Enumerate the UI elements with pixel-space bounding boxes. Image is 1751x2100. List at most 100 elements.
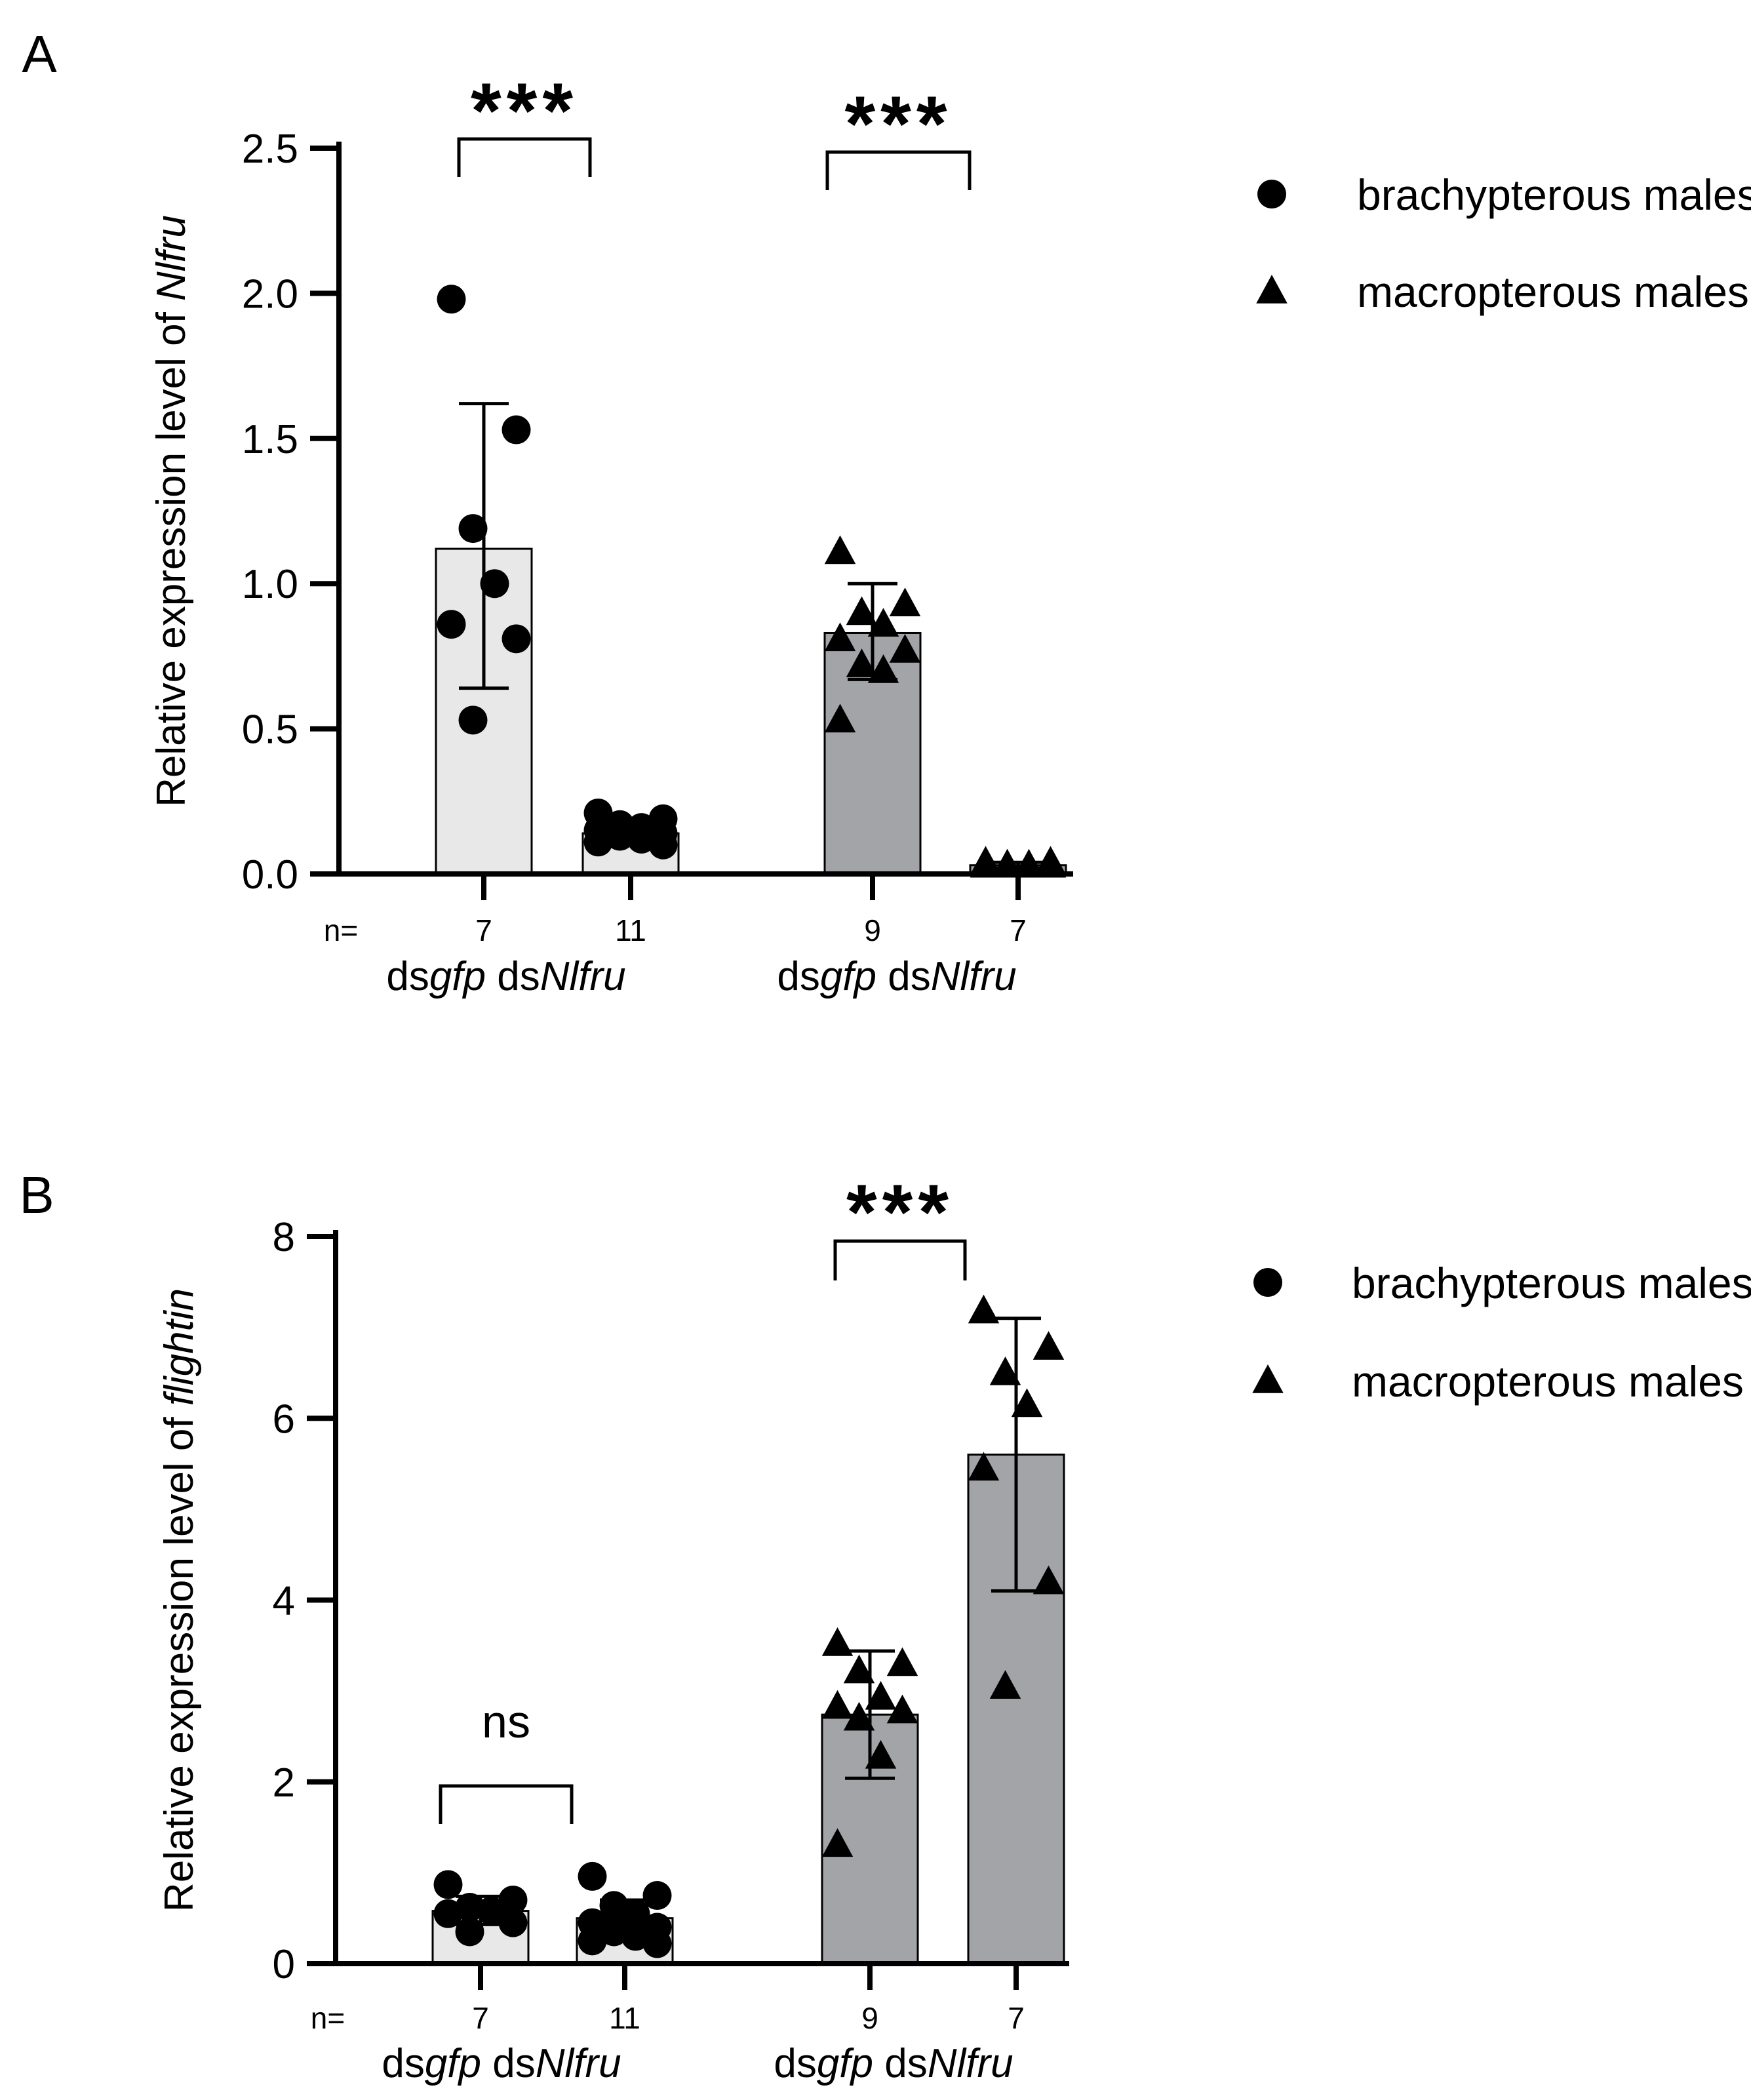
x-group-label: dsgfp dsNlfru xyxy=(382,2041,621,2086)
x-group-label: dsgfp dsNlfru xyxy=(386,954,625,999)
x-group-label-part: ds xyxy=(382,2041,424,2086)
data-point xyxy=(991,848,1023,878)
y-tick-label: 1.5 xyxy=(242,417,298,462)
data-point xyxy=(642,1929,672,1958)
y-axis-label: Relative expression level of flightin xyxy=(157,1288,202,1912)
n-label: 9 xyxy=(864,913,881,947)
x-group-label-part: Nlfru xyxy=(931,954,1017,999)
x-group-label-part: ds xyxy=(777,954,819,999)
n-label: 7 xyxy=(1010,913,1027,947)
y-axis-label: Relative expression level of Nlfru xyxy=(149,215,194,807)
x-group-label-part: Nlfru xyxy=(928,2041,1013,2086)
x-group-label-part: gfp xyxy=(425,2041,481,2086)
significance-bracket xyxy=(825,150,972,190)
error-bar-0 xyxy=(459,402,509,690)
n-prefix: n= xyxy=(311,2001,345,2035)
data-point xyxy=(1013,848,1045,878)
legend: brachypterous males macropterous males xyxy=(1252,1259,1751,1406)
data-point xyxy=(458,705,488,735)
y-axis-label-gene: Nlfru xyxy=(149,215,194,301)
data-point xyxy=(480,569,509,599)
data-point xyxy=(865,1739,897,1769)
x-group-label-part: gfp xyxy=(429,954,486,999)
error-bar-2 xyxy=(845,1649,895,1780)
y-tick-label: 2 xyxy=(273,1760,295,1806)
x-group-label-part: ds xyxy=(486,954,540,999)
n-label: 7 xyxy=(472,2001,489,2035)
data-point xyxy=(865,1680,897,1710)
legend-marker-triangle xyxy=(1252,1364,1284,1393)
data-point xyxy=(433,1870,463,1899)
data-point xyxy=(843,1701,875,1731)
data-point xyxy=(583,827,613,857)
legend-label: brachypterous males xyxy=(1352,1259,1751,1307)
data-point xyxy=(867,608,899,637)
data-point xyxy=(989,1356,1021,1385)
data-point xyxy=(824,622,856,652)
legend-label: macropterous males xyxy=(1352,1357,1744,1406)
data-point xyxy=(578,1926,607,1956)
x-group-label-part: ds xyxy=(386,954,429,999)
data-point xyxy=(889,587,921,616)
data-point xyxy=(1033,1565,1065,1595)
legend-marker-triangle xyxy=(1256,275,1288,304)
y-axis-label-gene: flightin xyxy=(157,1288,202,1406)
n-label: 9 xyxy=(861,2001,878,2035)
y-tick-label: 6 xyxy=(273,1397,295,1442)
data-point xyxy=(642,1881,672,1911)
y-tick-label: 2.5 xyxy=(242,127,298,172)
data-point xyxy=(989,1670,1021,1699)
x-group-label-part: Nlfru xyxy=(536,2041,621,2086)
legend-label: macropterous males xyxy=(1357,267,1749,316)
panel-label: B xyxy=(19,1166,54,1224)
data-point xyxy=(605,822,635,851)
data-point xyxy=(433,1899,463,1928)
data-point xyxy=(648,830,678,860)
x-group-label-part: gfp xyxy=(820,954,876,999)
y-tick-label: 0.5 xyxy=(242,707,298,753)
data-point xyxy=(968,1452,1000,1481)
data-point xyxy=(458,514,488,544)
data-point xyxy=(846,648,878,677)
data-point xyxy=(502,415,531,445)
data-point xyxy=(627,824,656,854)
data-point xyxy=(477,1896,506,1926)
panel-label: A xyxy=(22,25,57,83)
x-group-label: dsgfp dsNlfru xyxy=(774,2041,1013,2086)
significance-label: *** xyxy=(471,67,578,155)
y-axis-label-prefix: Relative expression level of xyxy=(149,301,194,807)
data-point xyxy=(578,1861,607,1891)
legend-marker-circle xyxy=(1257,180,1286,208)
significance-label: *** xyxy=(846,1168,954,1256)
n-label: 7 xyxy=(475,913,492,947)
significance-label: *** xyxy=(844,80,952,168)
data-point xyxy=(970,848,1002,878)
x-group-label-part: Nlfru xyxy=(540,954,626,999)
legend-label: brachypterous males xyxy=(1357,170,1751,219)
data-point xyxy=(621,1922,650,1951)
data-point xyxy=(498,1885,528,1914)
legend: brachypterous males macropterous males xyxy=(1256,170,1751,316)
x-group-label-part: ds xyxy=(876,954,931,999)
data-point xyxy=(599,1903,629,1933)
data-point xyxy=(498,1908,528,1937)
data-point xyxy=(824,703,856,733)
significance-bracket xyxy=(457,137,592,177)
data-point xyxy=(1034,848,1067,878)
x-group-label-part: ds xyxy=(873,2041,928,2086)
y-tick-label: 0.0 xyxy=(242,852,298,898)
error-bar-3 xyxy=(991,1317,1041,1593)
data-point xyxy=(824,535,856,565)
data-point xyxy=(821,1627,854,1656)
y-tick-label: 2.0 xyxy=(242,271,298,317)
data-point xyxy=(889,634,921,663)
x-group-label-part: ds xyxy=(481,2041,536,2086)
data-point xyxy=(621,1899,650,1928)
n-prefix: n= xyxy=(324,913,358,947)
n-label: 11 xyxy=(609,2001,640,2035)
data-point xyxy=(1033,1331,1065,1360)
data-point xyxy=(437,610,466,639)
chart-panel-A: A7 11 9 70.00.51.01.52.02.5n=dsgfp dsNlfru*… xyxy=(22,25,1751,999)
